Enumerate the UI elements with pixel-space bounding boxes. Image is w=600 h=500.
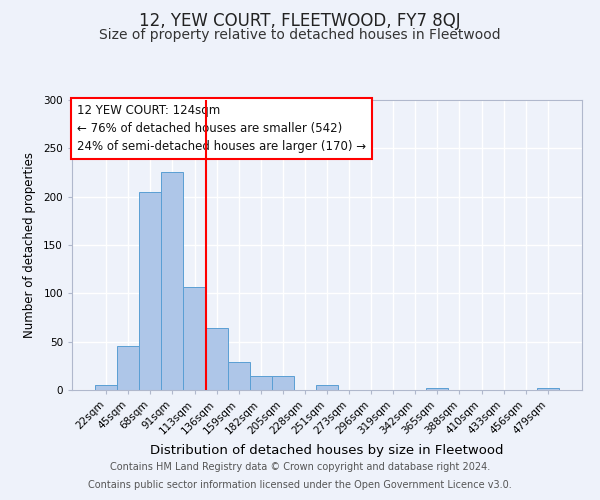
Text: 12 YEW COURT: 124sqm
← 76% of detached houses are smaller (542)
24% of semi-deta: 12 YEW COURT: 124sqm ← 76% of detached h… <box>77 104 366 154</box>
Bar <box>206 328 227 390</box>
Bar <box>161 172 184 390</box>
Bar <box>95 385 117 390</box>
Y-axis label: Number of detached properties: Number of detached properties <box>23 152 36 338</box>
Bar <box>250 376 272 390</box>
Text: Size of property relative to detached houses in Fleetwood: Size of property relative to detached ho… <box>99 28 501 42</box>
X-axis label: Distribution of detached houses by size in Fleetwood: Distribution of detached houses by size … <box>150 444 504 457</box>
Text: 12, YEW COURT, FLEETWOOD, FY7 8QJ: 12, YEW COURT, FLEETWOOD, FY7 8QJ <box>139 12 461 30</box>
Bar <box>227 362 250 390</box>
Bar <box>316 385 338 390</box>
Bar <box>184 286 206 390</box>
Text: Contains public sector information licensed under the Open Government Licence v3: Contains public sector information licen… <box>88 480 512 490</box>
Bar <box>139 192 161 390</box>
Text: Contains HM Land Registry data © Crown copyright and database right 2024.: Contains HM Land Registry data © Crown c… <box>110 462 490 472</box>
Bar <box>537 388 559 390</box>
Bar <box>117 346 139 390</box>
Bar <box>272 376 294 390</box>
Bar <box>427 388 448 390</box>
